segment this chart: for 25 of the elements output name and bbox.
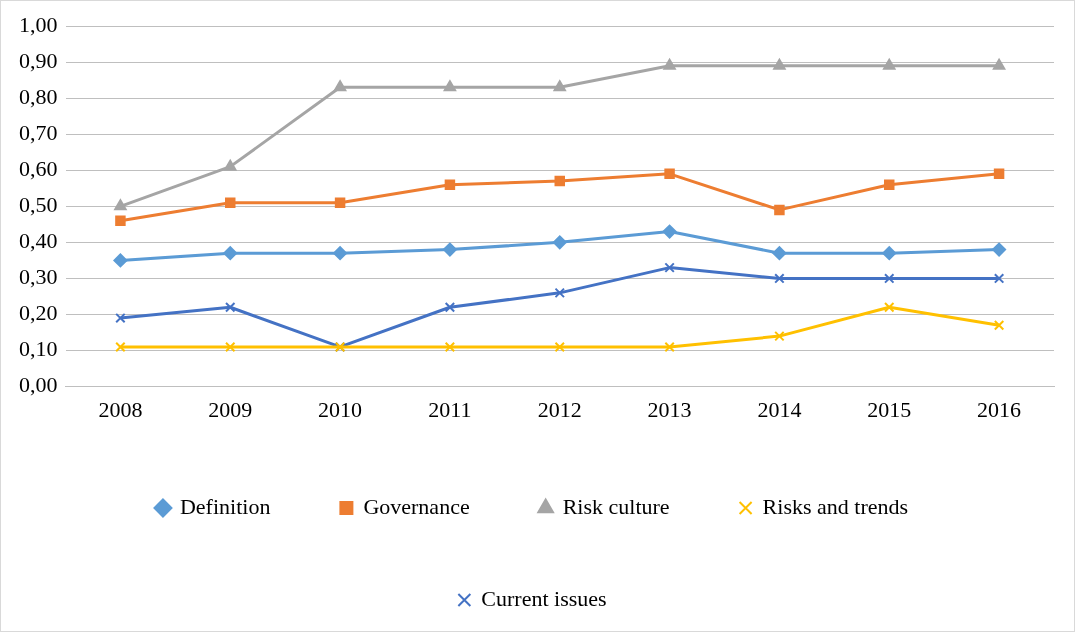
x-tick-label: 2013 [647,396,692,422]
y-tick-label: 0,30 [19,264,58,290]
y-tick-label: 0,70 [19,119,58,145]
x-tick-label: 2015 [867,396,912,422]
y-tick-label: 0,90 [19,47,58,73]
y-tick-label: 1,00 [19,11,58,37]
y-tick-label: 0,10 [19,336,58,362]
legend-label: Risks and trends [762,493,909,519]
x-tick-label: 2009 [208,396,253,422]
x-tick-label: 2010 [318,396,363,422]
y-tick-label: 0,80 [19,83,58,109]
x-tick-label: 2011 [428,396,472,422]
y-tick-label: 0,40 [19,228,58,254]
x-tick-label: 2014 [757,396,802,422]
y-tick-label: 0,50 [19,192,58,218]
y-tick-label: 0,20 [19,300,58,326]
legend-label: Definition [179,493,271,519]
legend-label: Current issues [481,585,607,611]
x-tick-label: 2012 [537,396,582,422]
y-tick-label: 0,60 [19,156,58,182]
x-tick-label: 2008 [98,396,143,422]
y-tick-label: 0,00 [19,372,58,398]
x-tick-label: 2016 [977,396,1022,422]
legend-label: Governance [363,493,470,519]
legend-label: Risk culture [562,493,670,519]
